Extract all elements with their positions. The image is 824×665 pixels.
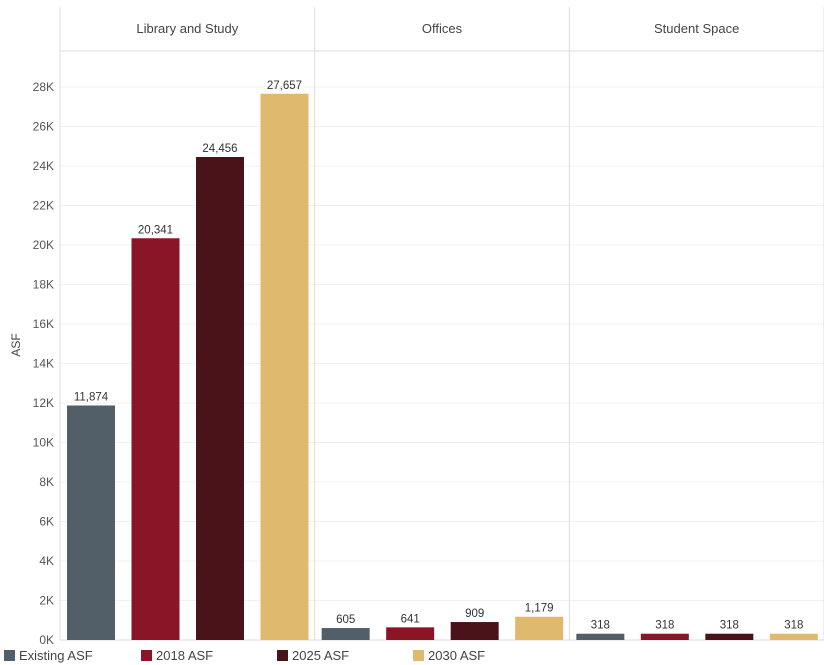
data-label: 20,341: [138, 224, 173, 236]
legend-item: 2025 ASF: [277, 648, 349, 663]
y-tick-label: 6K: [39, 515, 54, 529]
legend-swatch: [4, 650, 15, 661]
gridlines: [60, 86, 824, 601]
bar: [576, 633, 625, 640]
y-tick-label: 10K: [33, 436, 54, 450]
data-label: 909: [465, 608, 484, 620]
y-tick-label: 0K: [39, 633, 54, 647]
y-tick-label: 18K: [33, 278, 54, 292]
y-axis-ticks: 0K 2K 4K 6K 8K 10K 12K 14K 16K 18K 20K 22K 24K 26K 28K: [33, 80, 54, 647]
bar: [705, 633, 754, 640]
bar: [769, 633, 818, 640]
y-axis-title: ASF: [9, 333, 23, 356]
panel-title: Offices: [422, 21, 463, 36]
y-tick-label: 16K: [33, 317, 54, 331]
bar: [515, 616, 564, 640]
bar: [640, 633, 689, 640]
panel-title: Student Space: [654, 21, 739, 36]
legend-swatch: [277, 650, 288, 661]
legend-swatch: [413, 650, 424, 661]
data-label: 318: [784, 620, 803, 632]
y-tick-label: 4K: [39, 554, 54, 568]
legend-label: 2030 ASF: [428, 648, 486, 663]
data-label: 641: [401, 613, 420, 625]
data-label: 318: [591, 620, 610, 632]
bar: [131, 238, 180, 640]
bar: [321, 628, 370, 640]
bar: [260, 93, 309, 641]
y-tick-label: 28K: [33, 80, 54, 94]
legend-label: Existing ASF: [19, 648, 93, 663]
bar: [67, 405, 115, 640]
panels: Library and Study Offices Student Space: [59, 7, 824, 641]
bars: 11,874 20,341 24,456 27,657 605 641 909 1,179 31…: [67, 80, 818, 641]
data-label: 318: [655, 620, 674, 632]
bar: [386, 627, 435, 640]
bar: [450, 622, 499, 640]
y-tick-label: 2K: [39, 594, 54, 608]
data-label: 11,874: [74, 391, 109, 403]
bar: [196, 156, 244, 640]
chart: Library and Study Offices Student Space 11…: [9, 7, 824, 647]
data-label: 24,456: [202, 143, 237, 155]
y-tick-label: 14K: [33, 357, 54, 371]
y-tick-label: 8K: [39, 475, 54, 489]
legend-item: 2030 ASF: [413, 648, 485, 663]
data-label: 318: [720, 620, 739, 632]
y-tick-label: 26K: [33, 120, 54, 134]
legend-label: 2025 ASF: [292, 648, 350, 663]
data-label: 27,657: [267, 80, 302, 92]
y-tick-label: 22K: [33, 199, 54, 213]
legend-item: Existing ASF: [4, 648, 93, 663]
y-tick-label: 12K: [33, 396, 54, 410]
data-label: 1,179: [525, 603, 554, 615]
y-tick-label: 24K: [33, 159, 54, 173]
legend-label: 2018 ASF: [156, 648, 214, 663]
data-label: 605: [336, 614, 355, 626]
legend-swatch: [141, 650, 152, 661]
y-tick-label: 20K: [33, 238, 54, 252]
legend-item: 2018 ASF: [141, 648, 213, 663]
panel-title: Library and Study: [136, 21, 238, 36]
